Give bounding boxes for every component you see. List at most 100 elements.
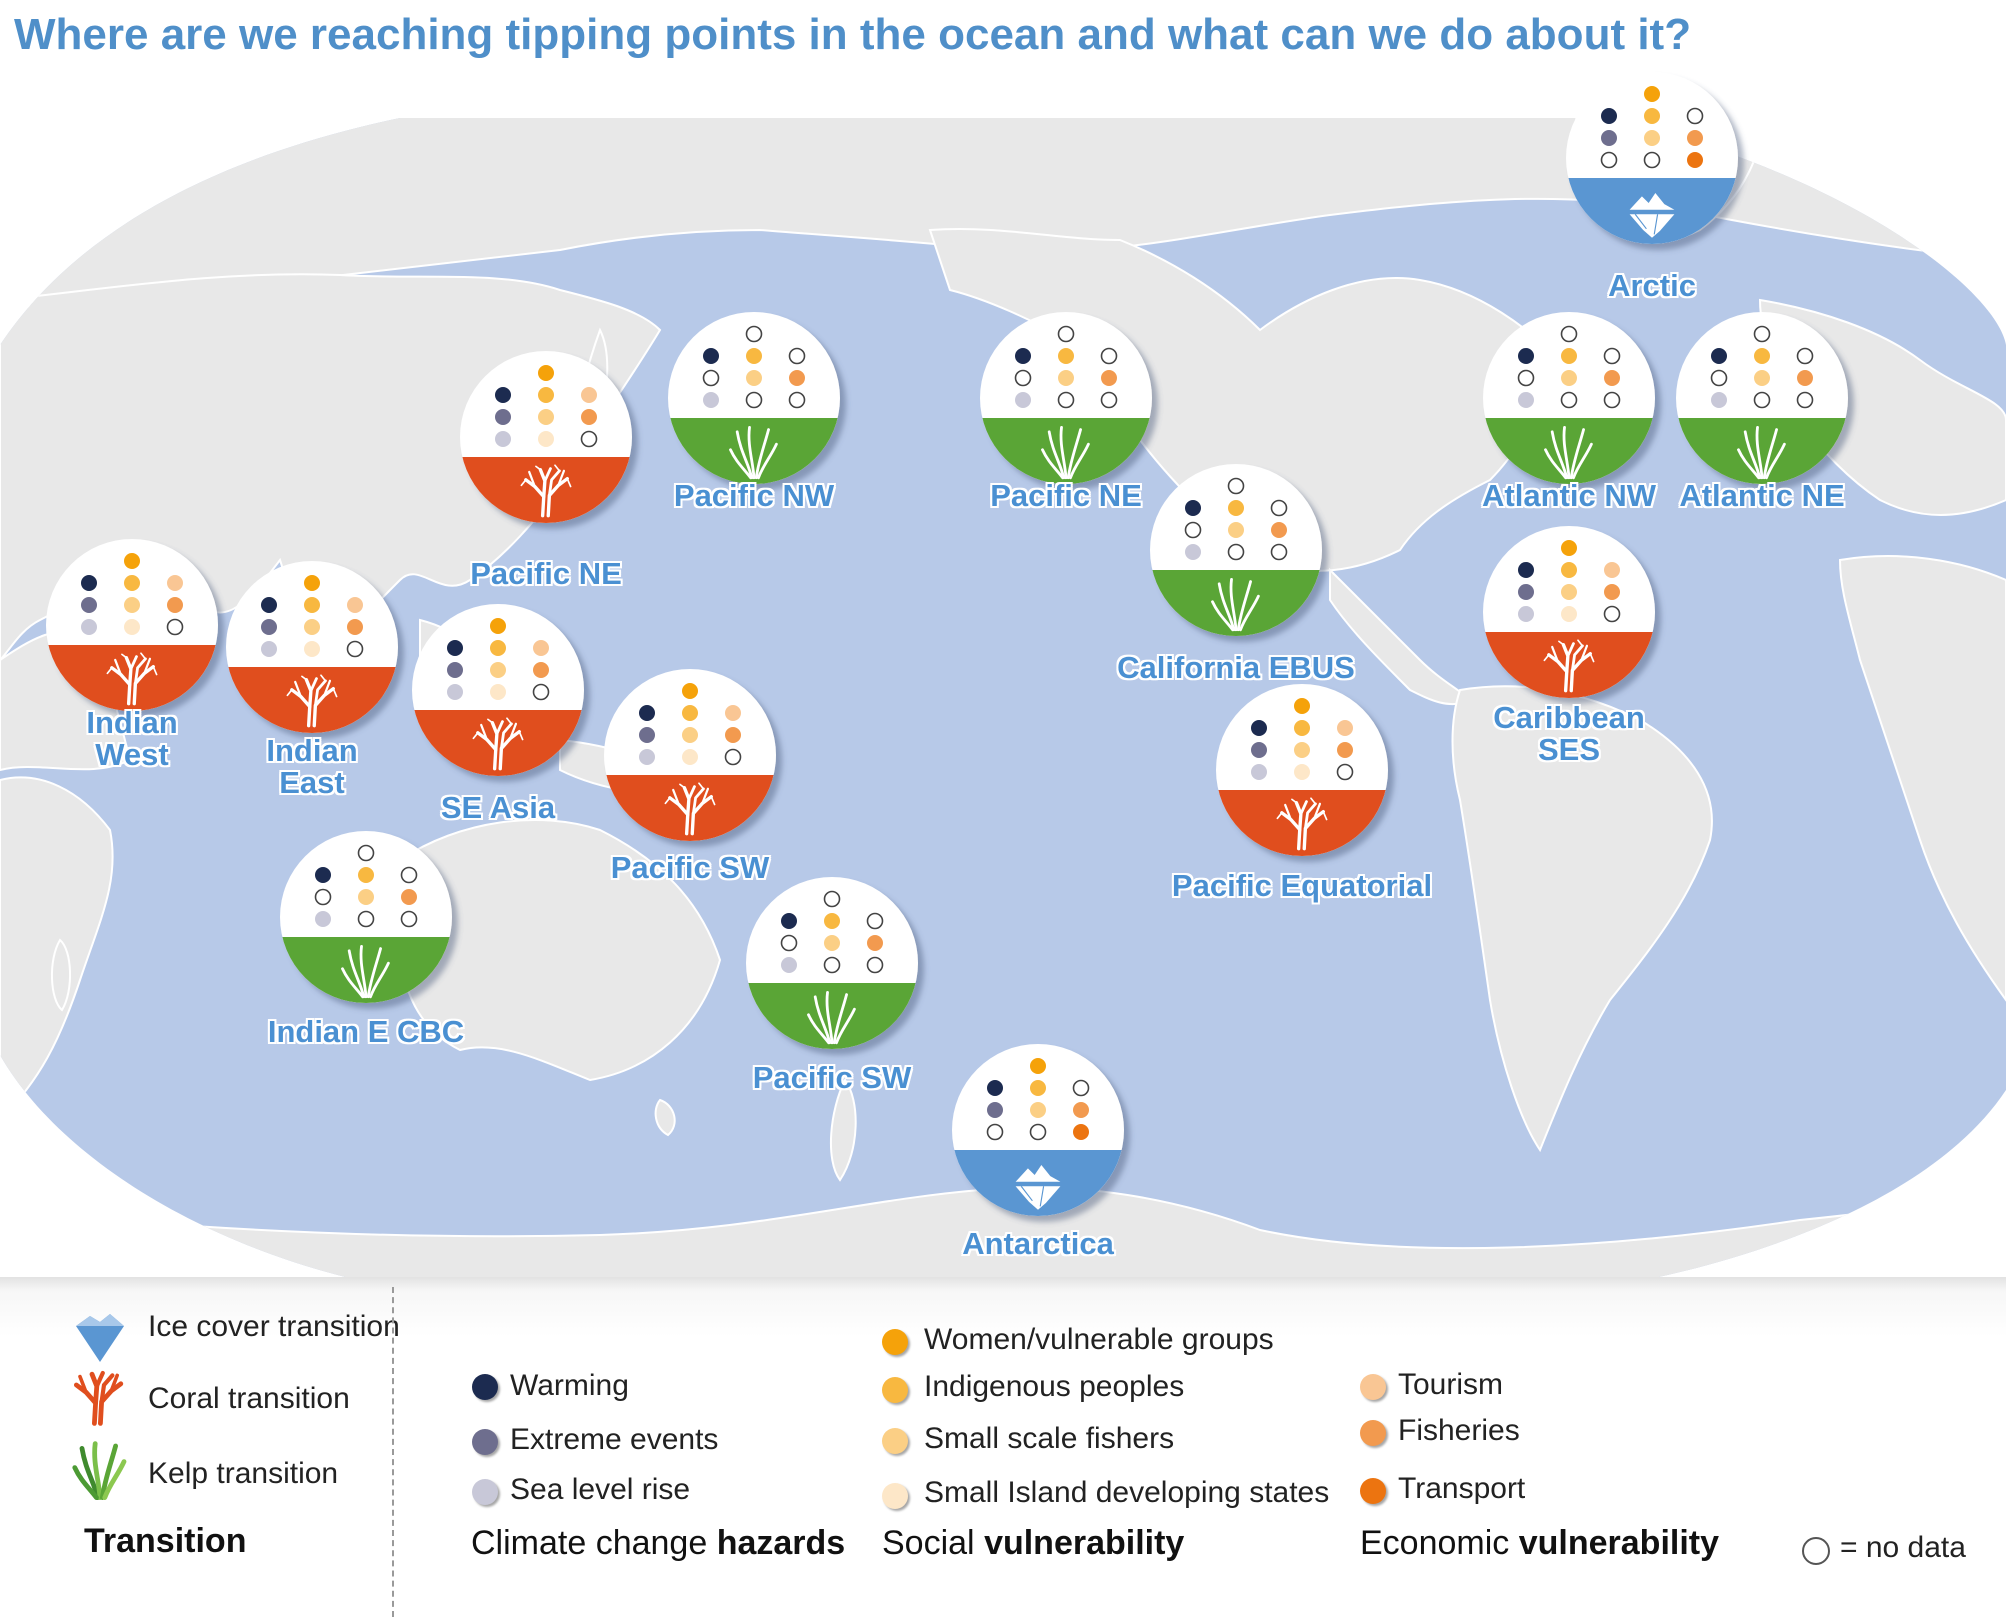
fisheries-indicator [867,935,883,951]
legend-indigenous-label: Indigenous peoples [924,1370,1185,1403]
indigenous-indicator [538,387,554,403]
region-disk-indian-east [226,561,398,733]
fishers-indicator [538,409,554,425]
tasmania [654,1098,676,1137]
fishers-indicator [490,662,506,678]
legend-extreme-label: Extreme events [510,1423,719,1456]
women-indicator [1294,698,1310,714]
indigenous-indicator [746,348,762,364]
region-label-line: Arctic [1608,268,1696,303]
fisheries-indicator [1797,370,1813,386]
tourism-indicator [1604,562,1620,578]
region-label-se-asia: SE Asia [441,792,555,824]
women-indicator [745,325,763,343]
tourism-indicator [1796,347,1814,365]
tourism-indicator [1270,499,1288,517]
transport-indicator [580,430,598,448]
transport-indicator [724,748,742,766]
legend-fishers-label: Small scale fishers [924,1422,1175,1455]
warming-indicator [1251,720,1267,736]
region-disk-pacific-sw-coral [604,669,776,841]
fisheries-indicator [1073,1102,1089,1118]
slr-indicator [1015,392,1031,408]
warming-indicator [81,575,97,591]
fisheries-indicator [1604,370,1620,386]
extreme-indicator [495,409,511,425]
madagascar [50,938,72,1012]
transport-indicator [1336,763,1354,781]
extreme-indicator [1518,584,1534,600]
warming-indicator [447,640,463,656]
women-indicator [823,890,841,908]
social-heading-bold: vulnerability [984,1524,1185,1562]
indigenous-indicator [304,597,320,613]
region-label-pacific-ne-kelp: Pacific NE [990,480,1142,512]
women-indicator [538,365,554,381]
warming-indicator [703,348,719,364]
slr-indicator [986,1123,1004,1141]
slr-indicator [1711,392,1727,408]
tourism-indicator [581,387,597,403]
fisheries-indicator [1271,522,1287,538]
region-label-line: SE Asia [440,790,556,825]
warming-indicator [1518,562,1534,578]
indigenous-indicator [358,867,374,883]
legend: Ice cover transition Coral transition Ke… [0,1277,2006,1617]
transport-indicator [1073,1124,1089,1140]
warming-indicator [1518,348,1534,364]
transport-indicator [1687,152,1703,168]
region-label-line: Pacific NW [673,478,835,513]
sids-indicator [490,684,506,700]
extreme-indicator [1710,369,1728,387]
region-label-indian-west: Indian West [86,707,177,771]
sids-indicator [1753,391,1771,409]
slr-indicator [81,619,97,635]
extreme-indicator [1014,369,1032,387]
landmasses [0,118,2006,1285]
kelp-transition-icon [72,1441,127,1500]
warming-indicator [1711,348,1727,364]
sids-indicator [1643,151,1661,169]
extreme-indicator [81,597,97,613]
extreme-indicator [987,1102,1003,1118]
antarctica [0,1186,2006,1285]
sids-indicator [538,431,554,447]
sids-indicator [745,391,763,409]
tourism-indicator [167,575,183,591]
region-label-line: Indian [86,705,178,740]
legend-sids-label: Small Island developing states [924,1476,1330,1509]
region-label-line: Atlantic NW [1482,478,1656,513]
region-label-line: East [279,765,345,800]
fisheries-indicator [1687,130,1703,146]
extreme-indicator [1517,369,1535,387]
fishers-indicator [358,889,374,905]
region-disks [46,72,1848,1216]
region-disk-pacific-ne-kelp [980,312,1152,484]
transport-indicator [532,683,550,701]
women-indicator [1030,1058,1046,1074]
fishers-swatch [882,1428,908,1454]
transport-indicator [400,910,418,928]
extreme-indicator [261,619,277,635]
sids-indicator [1294,764,1310,780]
region-label-line: Pacific SW [752,1060,912,1095]
region-disk-pacific-sw-kelp [746,877,918,1049]
transport-indicator [1270,543,1288,561]
warming-indicator [1015,348,1031,364]
indigenous-indicator [824,913,840,929]
tourism-indicator [1686,107,1704,125]
tourism-indicator [533,640,549,656]
slr-indicator [639,749,655,765]
extreme-indicator [314,888,332,906]
warming-indicator [639,705,655,721]
sids-indicator [304,641,320,657]
new-zealand [830,1078,857,1182]
indigenous-indicator [1294,720,1310,736]
transport-indicator [788,391,806,409]
women-indicator [1644,86,1660,102]
fishers-indicator [124,597,140,613]
legend-warming-label: Warming [510,1369,629,1402]
region-label-line: SES [1537,732,1601,767]
tourism-indicator [347,597,363,613]
transport-indicator [346,640,364,658]
